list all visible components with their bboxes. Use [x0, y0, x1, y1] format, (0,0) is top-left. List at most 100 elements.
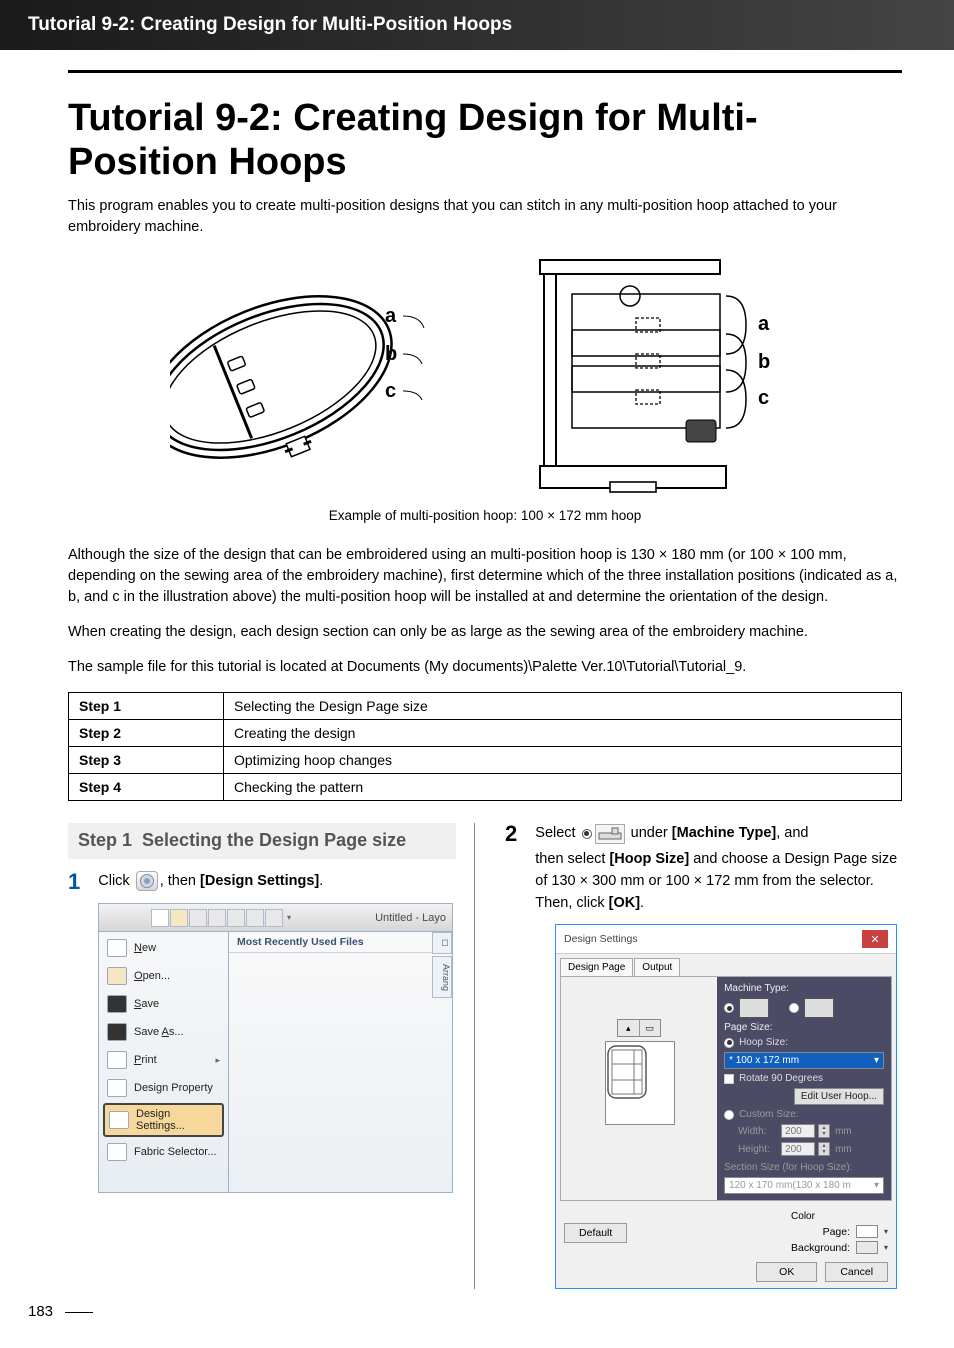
- width-row: Width: 200 ▴▾ mm: [724, 1124, 884, 1138]
- dropdown-icon[interactable]: ▾: [884, 1243, 888, 1252]
- bg-color-swatch[interactable]: [856, 1241, 878, 1254]
- qat-undo-icon[interactable]: [227, 909, 245, 927]
- rotate-checkbox[interactable]: [724, 1074, 734, 1084]
- svg-text:b: b: [385, 343, 397, 365]
- side-tabs: ◻ Arrang: [432, 932, 452, 998]
- machine-type-radio-2[interactable]: [789, 1003, 799, 1013]
- open-icon: [107, 967, 127, 985]
- qat-icon[interactable]: [265, 909, 283, 927]
- horizontal-rule: [68, 70, 902, 73]
- text-bold: [OK]: [609, 895, 640, 911]
- menu-item-open[interactable]: Open...: [99, 962, 228, 990]
- menu-item-saveas[interactable]: Save As...: [99, 1018, 228, 1046]
- hoop-size-radio[interactable]: [724, 1038, 734, 1048]
- intro-paragraph: This program enables you to create multi…: [68, 196, 902, 238]
- menu-label: Design Settings...: [136, 1108, 218, 1132]
- step-number: 2: [505, 823, 517, 845]
- height-spinner[interactable]: 200 ▴▾: [781, 1142, 830, 1156]
- menu-label: Fabric Selector...: [134, 1146, 220, 1158]
- menu-label: New: [134, 942, 220, 954]
- hoop-size-select[interactable]: * 100 x 172 mm ▾: [724, 1052, 884, 1069]
- color-label: Color: [791, 1211, 888, 1222]
- default-button[interactable]: Default: [564, 1223, 627, 1243]
- edit-user-hoop-button[interactable]: Edit User Hoop...: [794, 1088, 884, 1105]
- two-column-layout: Step 1 Selecting the Design Page size 1 …: [68, 823, 902, 1289]
- step-desc: Selecting the Design Page size: [224, 693, 902, 720]
- width-value[interactable]: 200: [781, 1124, 815, 1138]
- line2: then select [Hoop Size] and choose a Des…: [535, 849, 902, 914]
- qat-new-icon[interactable]: [151, 909, 169, 927]
- cancel-button[interactable]: Cancel: [825, 1262, 888, 1282]
- step-desc: Checking the pattern: [224, 774, 902, 801]
- label-machine-type: Machine Type:: [724, 983, 884, 994]
- menu-label: Print: [134, 1054, 208, 1066]
- zoom-control[interactable]: ▴ ▭: [617, 1019, 661, 1037]
- height-row: Height: 200 ▴▾ mm: [724, 1142, 884, 1156]
- ok-button[interactable]: OK: [756, 1262, 817, 1282]
- menu-item-new[interactable]: New: [99, 934, 228, 962]
- machine-type-radio-1[interactable]: [724, 1003, 734, 1013]
- height-value[interactable]: 200: [781, 1142, 815, 1156]
- spinner-arrows[interactable]: ▴▾: [818, 1124, 830, 1138]
- page-number: 183: [28, 1303, 93, 1320]
- app-orb-icon: [136, 871, 158, 891]
- menu-item-print[interactable]: Print ▸: [99, 1046, 228, 1074]
- page-preview: [605, 1041, 675, 1125]
- main-heading: Tutorial 9-2: Creating Design for Multi-…: [68, 97, 902, 184]
- side-tab[interactable]: ◻: [432, 932, 452, 954]
- step-label: Step 2: [69, 720, 224, 747]
- qat-open-icon[interactable]: [170, 909, 188, 927]
- text: under: [631, 825, 668, 841]
- custom-size-row[interactable]: Custom Size:: [724, 1109, 884, 1120]
- instruction-2: 2 Select under [Machine Type], and then …: [505, 823, 902, 914]
- spinner-arrows[interactable]: ▴▾: [818, 1142, 830, 1156]
- qat-icon[interactable]: [208, 909, 226, 927]
- rotate-row[interactable]: Rotate 90 Degrees: [724, 1073, 884, 1084]
- save-icon: [107, 995, 127, 1013]
- zoom-fit-icon[interactable]: ▭: [640, 1020, 661, 1036]
- menu-item-property[interactable]: Design Property: [99, 1074, 228, 1102]
- unit-label: mm: [835, 1126, 852, 1137]
- step-label: Step 3: [69, 747, 224, 774]
- settings-icon: [109, 1111, 129, 1129]
- instruction-1: 1 Click , then [Design Settings].: [68, 871, 456, 893]
- submenu-arrow-icon: ▸: [215, 1055, 220, 1066]
- zoom-minus-icon[interactable]: ▴: [618, 1020, 640, 1036]
- menu-item-fabric[interactable]: Fabric Selector...: [99, 1138, 228, 1166]
- rotate-label: Rotate 90 Degrees: [739, 1073, 823, 1084]
- close-button[interactable]: ✕: [862, 930, 888, 948]
- page-color-swatch[interactable]: [856, 1225, 878, 1238]
- dropdown-icon[interactable]: ▾: [884, 1227, 888, 1236]
- new-icon: [107, 939, 127, 957]
- side-tab-arrange[interactable]: Arrang: [432, 956, 452, 998]
- right-column: 2 Select under [Machine Type], and then …: [475, 823, 902, 1289]
- text-bold: [Hoop Size]: [609, 851, 689, 867]
- hoop-size-value: * 100 x 172 mm: [729, 1055, 799, 1066]
- radio-icon: [582, 829, 592, 839]
- svg-text:a: a: [385, 305, 397, 327]
- tab-design-page[interactable]: Design Page: [560, 958, 633, 976]
- section-size-select[interactable]: 120 x 170 mm(130 x 180 m ▾: [724, 1177, 884, 1194]
- color-legend: Color Page: ▾ Background: ▾: [791, 1211, 888, 1254]
- bg-color-label: Background:: [791, 1242, 850, 1254]
- step-prefix: Step 1: [78, 830, 132, 851]
- qat-dropdown-icon[interactable]: ▾: [284, 909, 294, 927]
- step-number: 1: [68, 871, 80, 893]
- text: Click: [98, 873, 129, 889]
- text: .: [319, 873, 323, 889]
- title-bar-text: Tutorial 9-2: Creating Design for Multi-…: [28, 14, 512, 35]
- tab-output[interactable]: Output: [634, 958, 680, 976]
- width-spinner[interactable]: 200 ▴▾: [781, 1124, 830, 1138]
- custom-size-radio[interactable]: [724, 1110, 734, 1120]
- menu-item-design-settings[interactable]: Design Settings...: [103, 1103, 224, 1137]
- qat-save-icon[interactable]: [189, 909, 207, 927]
- design-settings-dialog: Design Settings ✕ Design Page Output ▴ ▭: [555, 924, 897, 1289]
- content-area: Tutorial 9-2: Creating Design for Multi-…: [0, 50, 954, 1289]
- menu-item-save[interactable]: Save: [99, 990, 228, 1018]
- print-icon: [107, 1051, 127, 1069]
- svg-text:c: c: [385, 380, 396, 402]
- qat-redo-icon[interactable]: [246, 909, 264, 927]
- text-bold: [Design Settings]: [200, 873, 319, 889]
- step1-heading: Step 1 Selecting the Design Page size: [68, 823, 456, 859]
- svg-text:c: c: [758, 387, 769, 409]
